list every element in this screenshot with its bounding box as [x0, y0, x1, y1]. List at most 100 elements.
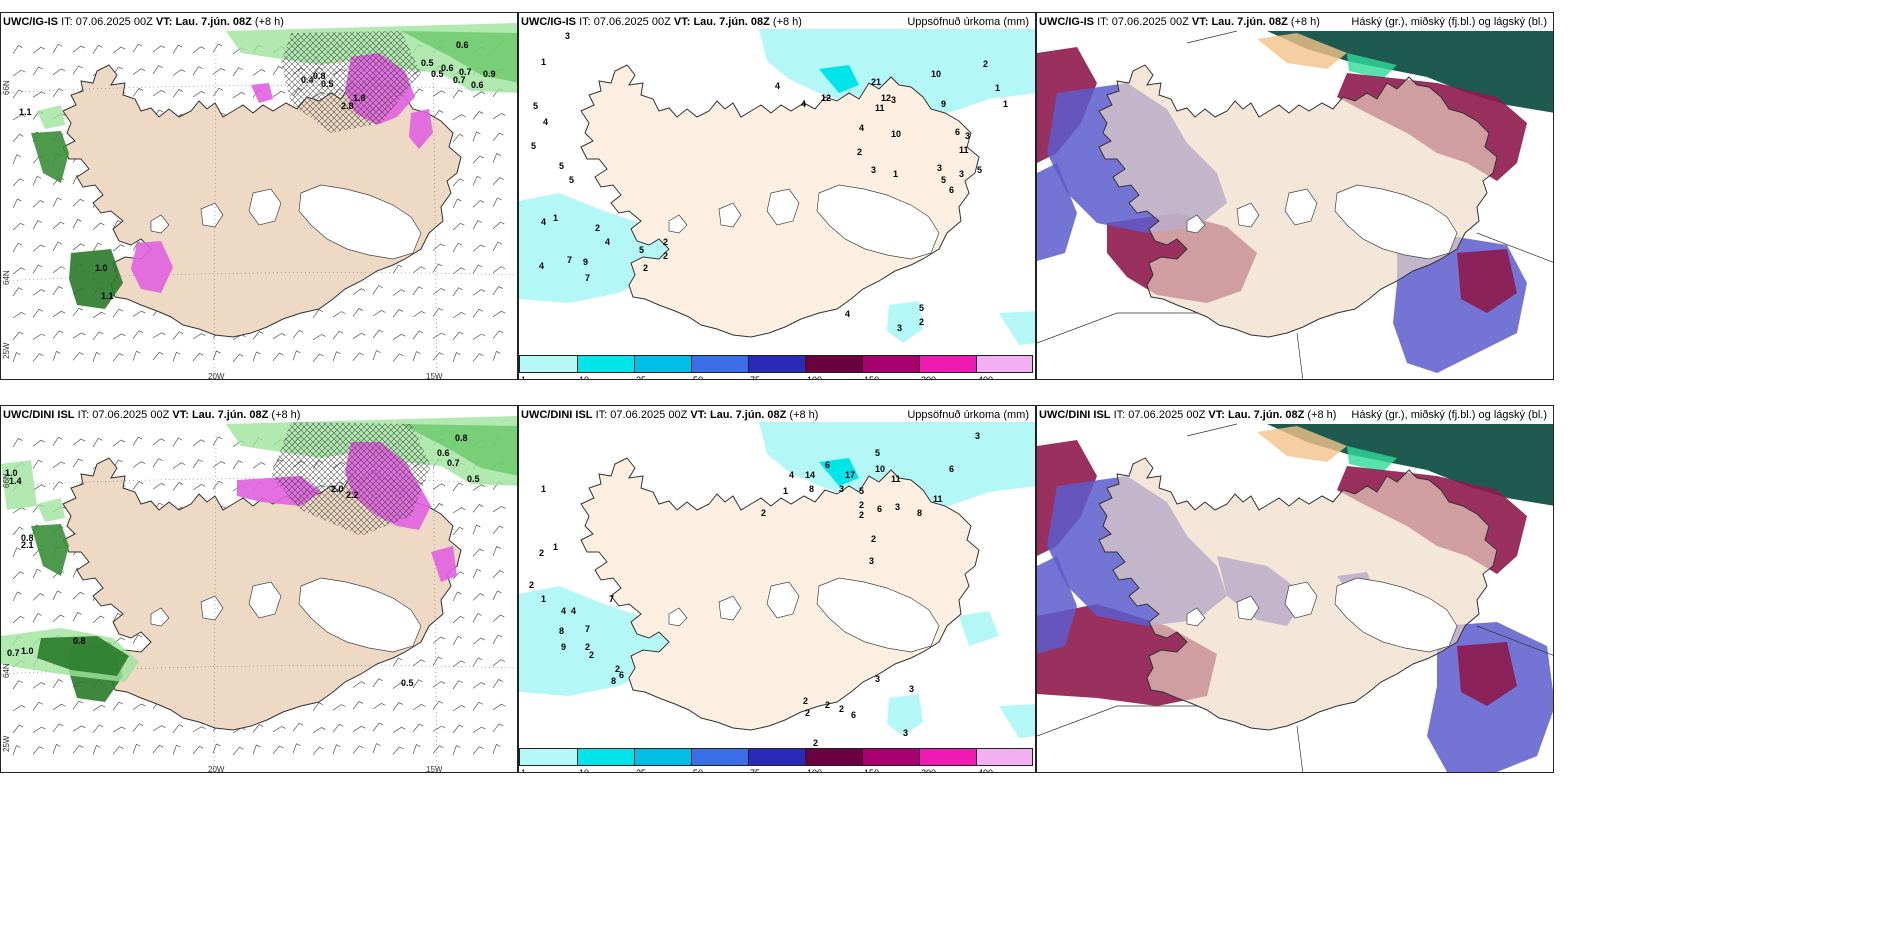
- colorbar-label: 50: [693, 375, 704, 380]
- wind-barb: [212, 68, 226, 75]
- wind-barb: [432, 681, 446, 688]
- wind-barb: [292, 722, 304, 732]
- wind-barb: [12, 287, 23, 297]
- wind-barb: [132, 743, 141, 754]
- wind-barb: [132, 634, 143, 644]
- wind-barb: [452, 680, 463, 690]
- colorbar-segment: 1: [519, 748, 577, 772]
- grid-line: [432, 435, 438, 772]
- glacier: [150, 214, 170, 234]
- low-cloud-area: [1037, 556, 1077, 654]
- precip-value-label: 7: [585, 624, 590, 634]
- precip-value-label: 2: [857, 147, 862, 157]
- panel-title: UWC/IG-IS IT: 07.06.2025 00Z VT: Lau. 7.…: [3, 16, 284, 28]
- precip-area: [69, 249, 123, 309]
- contour-label: 0.7: [453, 75, 466, 85]
- wind-barb: [112, 439, 126, 447]
- contour-label: 0.6: [471, 80, 484, 90]
- wind-barb: [492, 177, 505, 186]
- precip-value-label: 21: [871, 77, 881, 87]
- precip-value-label: 6: [825, 460, 830, 470]
- wind-barb: [492, 525, 504, 535]
- precip-area: [1, 460, 37, 510]
- contour-label: 0.7: [459, 67, 472, 77]
- precip-value-label: 10: [875, 464, 885, 474]
- wind-barb: [452, 89, 464, 99]
- wind-barb: [472, 637, 485, 645]
- wind-barb: [72, 45, 86, 53]
- wind-barb: [412, 330, 424, 340]
- wind-barb: [52, 703, 66, 711]
- wind-barb: [32, 200, 45, 208]
- contour-label: 0.4: [301, 75, 314, 85]
- precip-value-label: 1: [541, 484, 546, 494]
- precip-value-label: 5: [533, 101, 538, 111]
- contour-label: 0.8: [455, 433, 468, 443]
- wind-barb: [452, 114, 466, 121]
- panel-title: UWC/DINI ISL IT: 07.06.2025 00Z VT: Lau.…: [3, 409, 301, 421]
- glacier: [298, 577, 422, 653]
- contour-label: 0.5: [431, 69, 444, 79]
- wind-barb: [472, 568, 482, 579]
- boundary-line: [1476, 625, 1553, 656]
- precip-area: [31, 131, 69, 183]
- precip-value-label: 5: [941, 175, 946, 185]
- colorbar-segment: 75: [748, 748, 805, 772]
- precip-value-label: 3: [565, 31, 570, 41]
- wind-barb: [472, 220, 482, 230]
- wind-barb: [412, 286, 423, 296]
- precip-value-label: 4: [571, 606, 576, 616]
- wind-barb: [372, 309, 386, 317]
- wind-barb: [492, 286, 503, 295]
- colorbar-segment: 200: [919, 748, 976, 772]
- wind-barb: [472, 289, 486, 296]
- precip-value-label: 5: [875, 448, 880, 458]
- boundary-line: [1186, 423, 1238, 437]
- wind-barb: [432, 332, 446, 339]
- iceland-landmass: [1098, 64, 1498, 338]
- wind-barb: [92, 242, 103, 252]
- precip-area: [37, 636, 129, 676]
- wind-barb: [352, 701, 364, 710]
- glacier: [668, 607, 688, 627]
- cloud-cover-map: [1037, 423, 1553, 772]
- precip-area: [819, 65, 859, 93]
- wind-barb: [352, 332, 366, 339]
- contour-label: 0.5: [421, 58, 434, 68]
- precip-value-label: 2: [805, 708, 810, 718]
- precip-value-label: 4: [543, 117, 548, 127]
- wind-barb: [492, 634, 503, 644]
- wind-barb: [52, 197, 62, 207]
- precip-value-label: 2: [585, 642, 590, 652]
- colorbar-segment: 150: [862, 355, 919, 379]
- contour-label: 1.0: [5, 468, 18, 478]
- precip-value-label: 5: [919, 303, 924, 313]
- wind-barb: [192, 352, 204, 362]
- wind-barb: [272, 745, 284, 755]
- wind-barb: [52, 743, 61, 754]
- wind-barb: [392, 702, 404, 711]
- wind-barb: [172, 89, 184, 98]
- precip-area: [251, 83, 273, 103]
- precip-value-label: 2: [803, 696, 808, 706]
- high-cloud-edge: [1347, 446, 1397, 472]
- precip-value-label: 4: [775, 81, 780, 91]
- contour-label: 0.8: [313, 71, 326, 81]
- wind-barb: [312, 702, 324, 712]
- wind-barb: [52, 330, 64, 340]
- colorbar-segment: 75: [748, 355, 805, 379]
- wind-barb: [32, 264, 43, 274]
- wind-barb: [452, 704, 466, 712]
- precip-area: [819, 458, 859, 486]
- wind-barb: [32, 459, 43, 469]
- glacier: [1236, 202, 1260, 228]
- mid-cloud-area: [1457, 642, 1517, 706]
- wind-barb: [112, 46, 126, 54]
- wind-barb: [172, 44, 183, 54]
- wind-barb: [272, 726, 286, 733]
- precip-value-label: 2: [539, 548, 544, 558]
- wind-barb: [132, 436, 143, 446]
- wind-barb: [152, 65, 163, 75]
- wind-barb: [12, 331, 24, 341]
